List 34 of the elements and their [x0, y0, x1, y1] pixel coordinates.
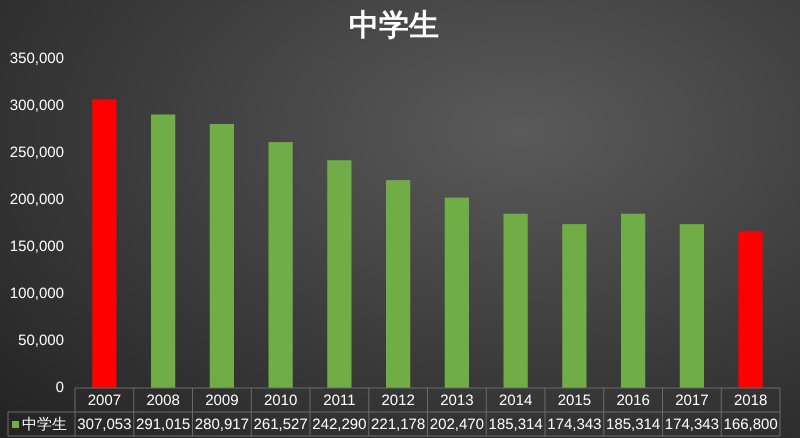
- x-tick-label: 2018: [734, 392, 768, 410]
- data-label: 174,343: [664, 416, 719, 434]
- x-tick-label: 2009: [205, 392, 239, 410]
- x-tick-label: 2011: [323, 392, 356, 410]
- y-tick-label: 350,000: [10, 50, 64, 68]
- data-label: 280,917: [194, 416, 249, 434]
- y-tick-label: 150,000: [10, 238, 64, 256]
- data-label: 221,178: [371, 416, 426, 434]
- data-label: 202,470: [430, 416, 484, 434]
- x-tick-label: 2007: [88, 392, 122, 410]
- x-tick-label: 2012: [381, 392, 415, 410]
- data-label: 291,015: [136, 416, 190, 434]
- data-label: 185,314: [606, 416, 660, 434]
- y-tick-label: 300,000: [10, 97, 64, 114]
- x-tick-label: 2010: [264, 392, 298, 410]
- x-tick-label: 2014: [498, 392, 532, 410]
- y-tick-label: 100,000: [10, 285, 64, 302]
- chart-title: 中学生: [349, 8, 439, 43]
- x-tick-label: 2017: [675, 392, 709, 410]
- data-label: 174,343: [547, 416, 602, 434]
- data-label: 307,053: [77, 416, 132, 434]
- x-tick-label: 2008: [146, 392, 180, 410]
- data-label: 242,290: [312, 416, 366, 434]
- y-tick-label: 50,000: [18, 332, 64, 350]
- legend-label: 中学生: [22, 414, 67, 434]
- data-label: 166,800: [724, 416, 778, 434]
- y-tick-label: 0: [56, 379, 64, 396]
- x-tick-label: 2015: [558, 392, 592, 410]
- data-label: 185,314: [488, 416, 543, 434]
- x-tick-label: 2013: [440, 392, 474, 410]
- x-tick-label: 2016: [616, 392, 650, 410]
- y-tick-label: 200,000: [10, 191, 64, 208]
- y-tick-label: 250,000: [10, 144, 64, 162]
- data-label: 261,527: [254, 416, 308, 434]
